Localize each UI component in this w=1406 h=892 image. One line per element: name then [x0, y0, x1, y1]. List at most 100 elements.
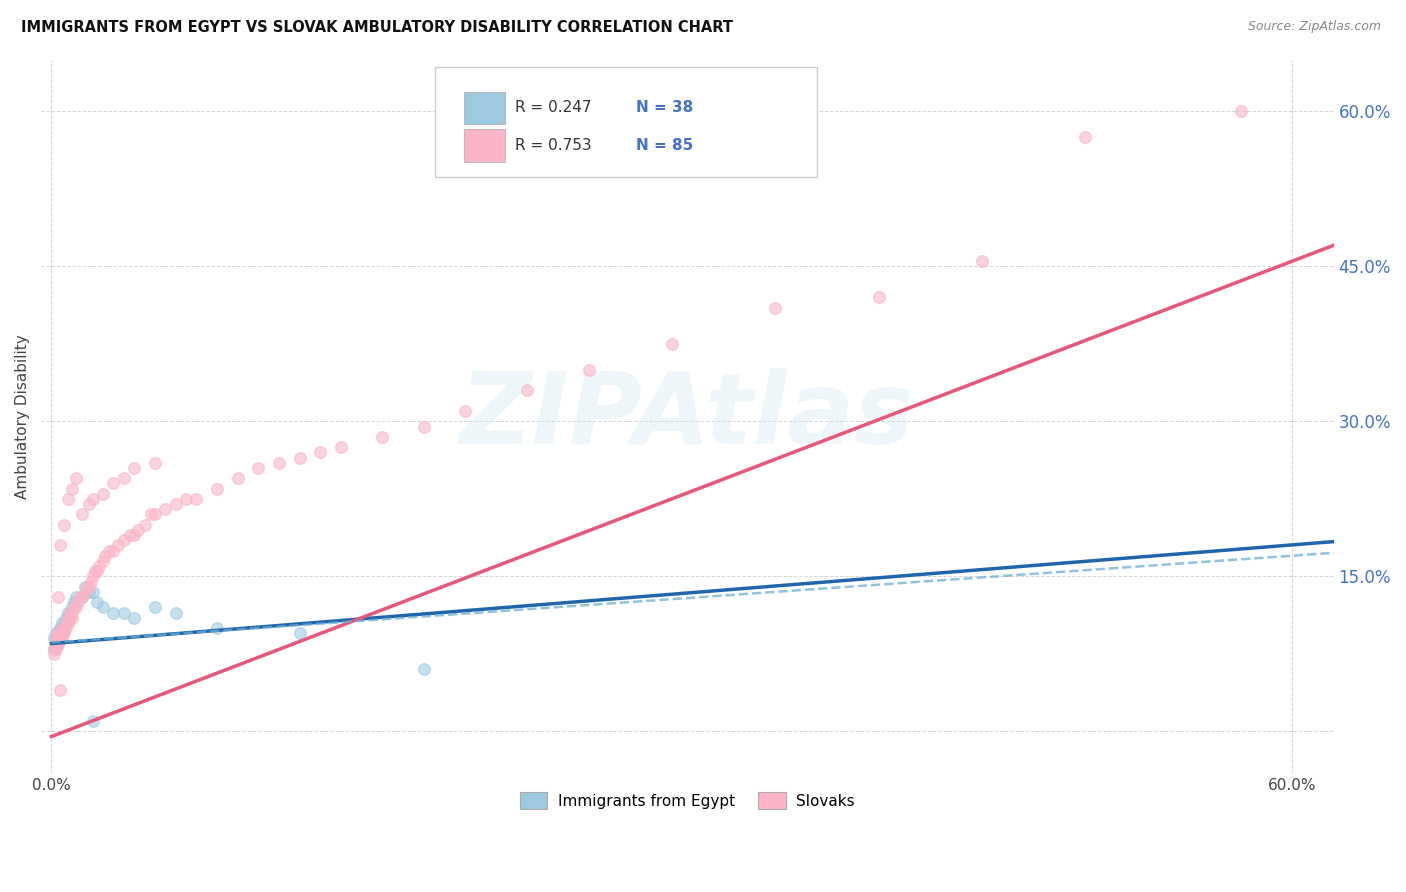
Point [45, 626, 67, 640]
Point [143, 600, 166, 615]
Point [112, 533, 135, 548]
Point [52, 621, 75, 635]
Point [60, 611, 83, 625]
Y-axis label: Ambulatory Disability: Ambulatory Disability [15, 334, 30, 499]
Point [127, 523, 149, 537]
Point [103, 606, 125, 620]
Point [107, 538, 129, 552]
Point [122, 528, 145, 542]
Point [516, 384, 538, 398]
Point [970, 254, 993, 268]
Point [52, 626, 75, 640]
Point [63, 600, 86, 615]
Point [60, 600, 83, 615]
Point [578, 362, 600, 376]
Point [80, 574, 103, 589]
Point [59, 611, 82, 625]
Point [205, 482, 228, 496]
Text: N = 85: N = 85 [636, 137, 693, 153]
Point [55, 611, 77, 625]
Point [45, 632, 67, 646]
Point [48, 632, 70, 646]
Point [205, 621, 228, 635]
Point [48, 632, 70, 646]
Point [72, 590, 94, 604]
Point [51, 632, 73, 646]
Point [46, 626, 69, 640]
Point [174, 491, 197, 506]
Point [112, 606, 135, 620]
FancyBboxPatch shape [436, 67, 817, 178]
Point [45, 641, 67, 656]
Point [412, 662, 434, 676]
Point [51, 621, 73, 635]
Point [82, 569, 104, 583]
Point [65, 600, 87, 615]
Point [46, 626, 69, 640]
Bar [464, 129, 505, 161]
Point [65, 471, 87, 485]
Text: ZIPAtlas: ZIPAtlas [460, 368, 915, 465]
Point [763, 301, 786, 315]
Point [48, 621, 70, 635]
Point [122, 460, 145, 475]
Point [87, 559, 110, 574]
Point [267, 456, 290, 470]
Point [82, 585, 104, 599]
Point [94, 549, 117, 563]
Point [45, 632, 67, 646]
Point [165, 497, 187, 511]
Point [51, 626, 73, 640]
Point [55, 615, 77, 630]
Point [60, 606, 83, 620]
Point [82, 714, 104, 728]
Point [86, 564, 108, 578]
Point [98, 543, 121, 558]
Point [48, 538, 70, 552]
Point [48, 626, 70, 640]
Point [247, 460, 270, 475]
Point [1074, 130, 1097, 145]
Point [91, 554, 114, 568]
Point [309, 445, 332, 459]
Point [91, 600, 114, 615]
Point [46, 636, 69, 650]
Point [42, 632, 65, 646]
Text: R = 0.753: R = 0.753 [516, 137, 592, 153]
Point [48, 683, 70, 698]
Text: Source: ZipAtlas.com: Source: ZipAtlas.com [1247, 20, 1381, 33]
Point [55, 621, 77, 635]
Point [42, 641, 65, 656]
Point [454, 404, 477, 418]
Point [868, 290, 890, 304]
Point [82, 491, 104, 506]
Point [51, 615, 73, 630]
Point [48, 626, 70, 640]
Point [83, 564, 105, 578]
Point [46, 632, 69, 646]
Point [153, 502, 176, 516]
Point [59, 606, 82, 620]
Point [186, 491, 208, 506]
Point [1229, 104, 1251, 119]
Bar [464, 92, 505, 124]
Point [288, 450, 311, 465]
Point [67, 595, 90, 609]
Point [165, 606, 187, 620]
Point [122, 611, 145, 625]
Point [73, 580, 96, 594]
Point [77, 497, 100, 511]
Point [51, 621, 73, 635]
Point [56, 615, 79, 630]
Point [661, 336, 683, 351]
Text: N = 38: N = 38 [636, 100, 693, 115]
Point [52, 615, 75, 630]
Point [63, 595, 86, 609]
Point [86, 595, 108, 609]
Point [412, 419, 434, 434]
Point [59, 606, 82, 620]
Point [330, 440, 353, 454]
Point [46, 590, 69, 604]
Point [51, 626, 73, 640]
Point [371, 430, 394, 444]
